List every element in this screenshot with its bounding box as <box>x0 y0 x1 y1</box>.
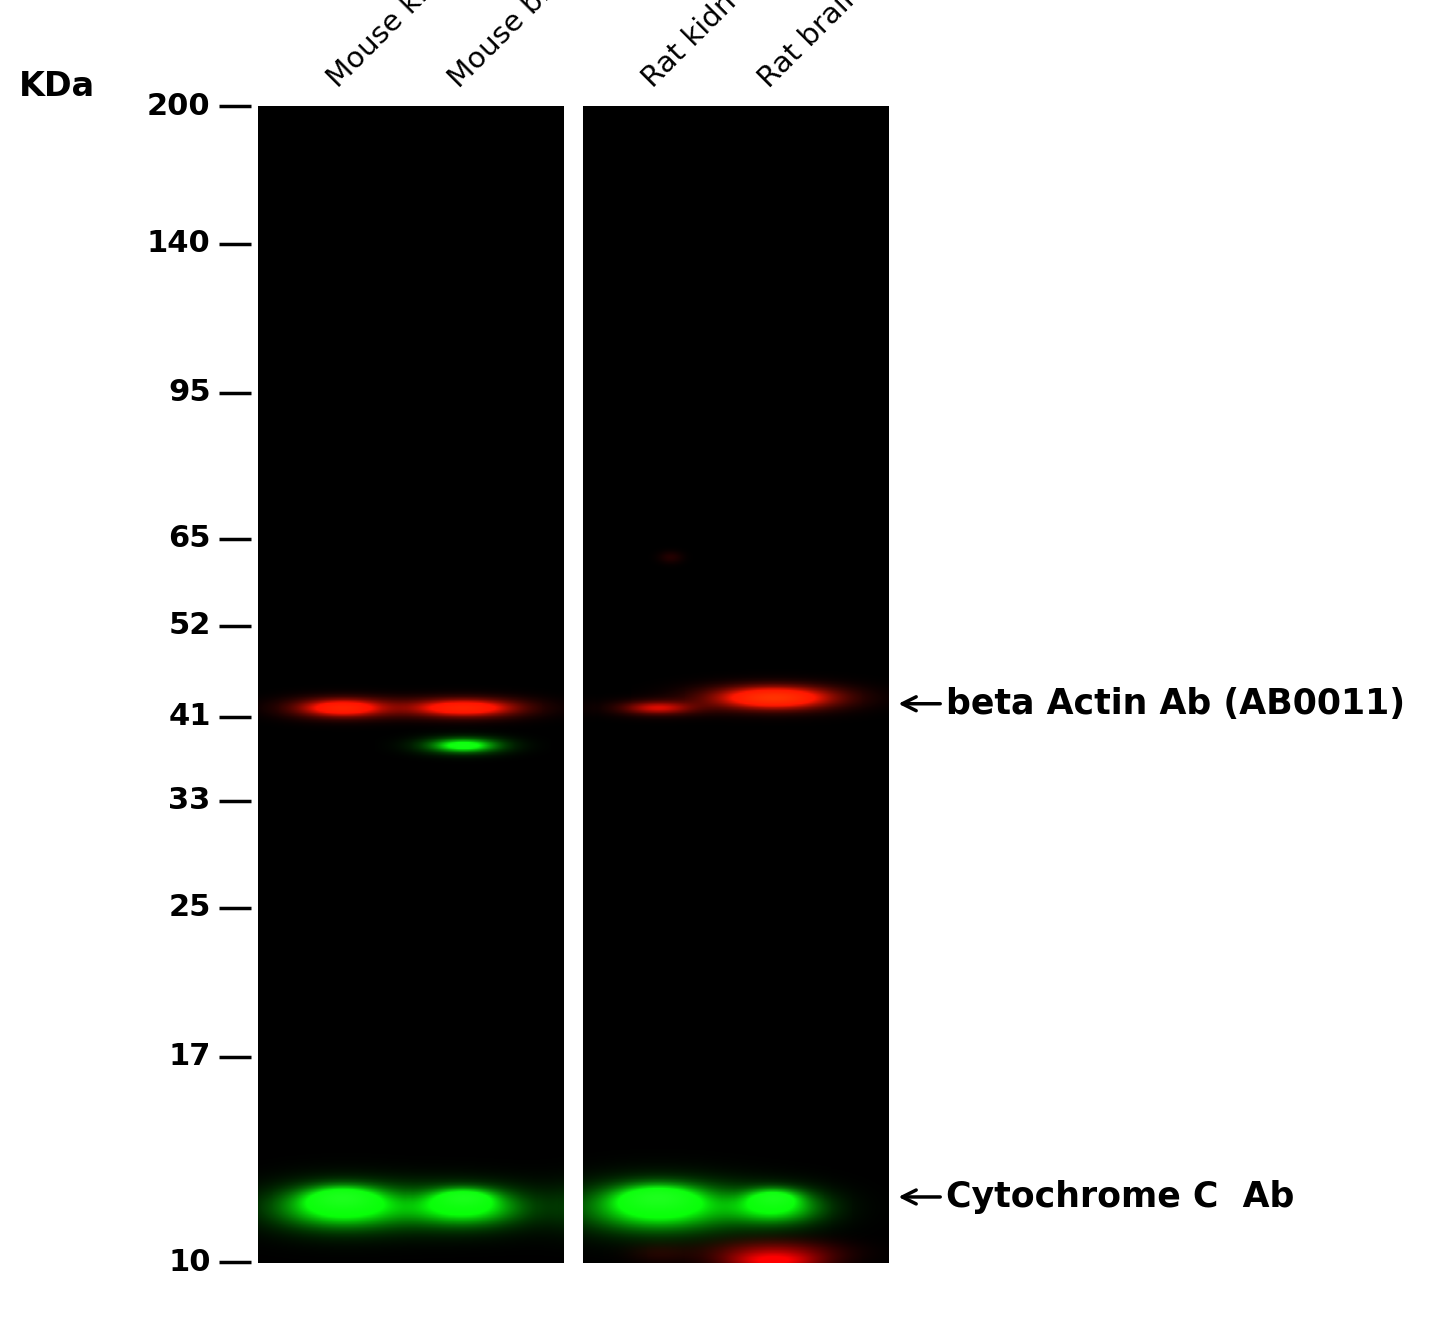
Text: 140: 140 <box>148 229 211 258</box>
Text: Rat kidney: Rat kidney <box>638 0 767 93</box>
Text: 65: 65 <box>168 524 211 553</box>
Text: Mouse kidney: Mouse kidney <box>322 0 484 93</box>
Text: 25: 25 <box>168 894 211 922</box>
Text: 200: 200 <box>148 92 211 121</box>
Text: 17: 17 <box>168 1043 211 1071</box>
Text: Cytochrome C  Ab: Cytochrome C Ab <box>903 1180 1294 1214</box>
Text: KDa: KDa <box>19 70 96 102</box>
Text: Mouse brain: Mouse brain <box>443 0 589 93</box>
Text: 95: 95 <box>168 378 211 407</box>
Text: Rat brain: Rat brain <box>754 0 867 93</box>
Text: beta Actin Ab (AB0011): beta Actin Ab (AB0011) <box>903 686 1404 721</box>
Text: 52: 52 <box>168 612 211 640</box>
Text: 10: 10 <box>168 1248 211 1277</box>
Text: 33: 33 <box>169 786 211 815</box>
Text: 41: 41 <box>168 702 211 732</box>
